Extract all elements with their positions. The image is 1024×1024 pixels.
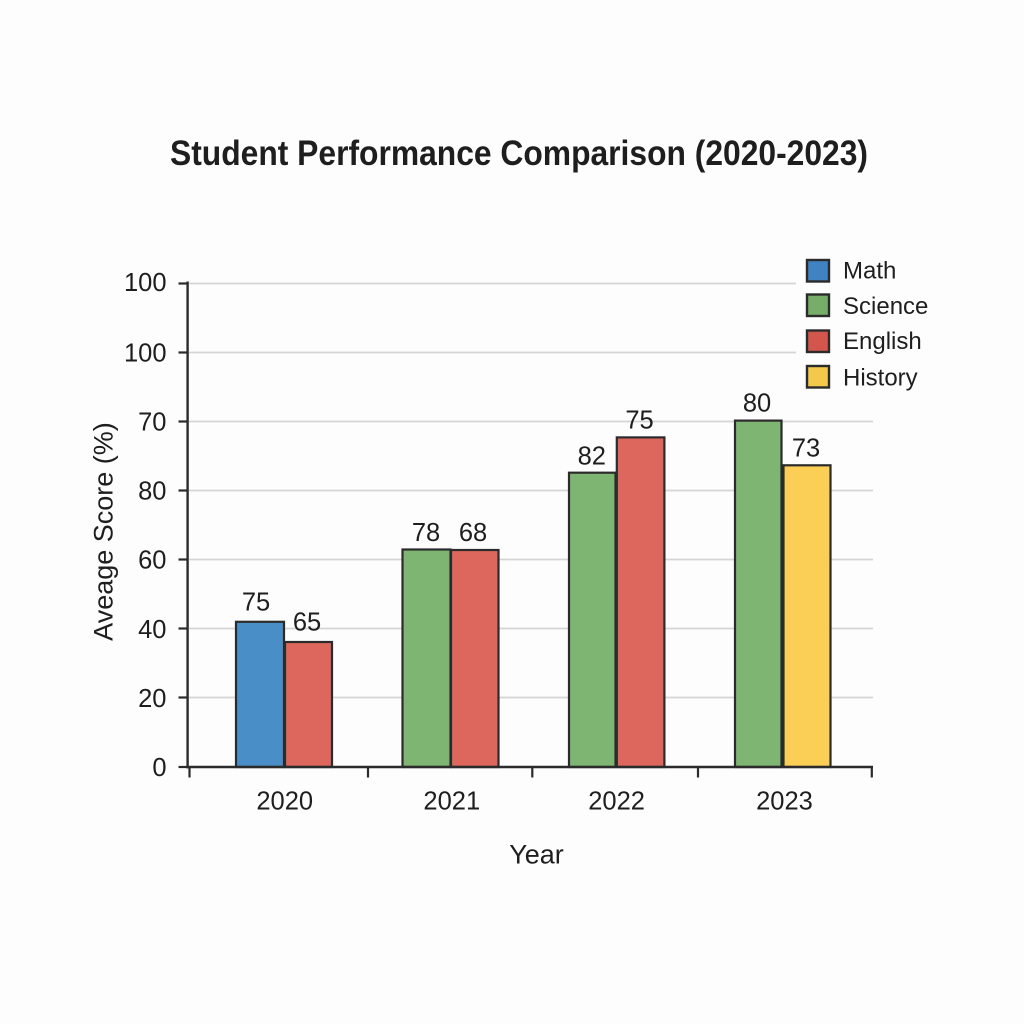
svg-text:2020: 2020 bbox=[256, 788, 313, 816]
svg-text:75: 75 bbox=[625, 407, 653, 435]
svg-text:70: 70 bbox=[138, 409, 166, 437]
svg-text:Aveage Score (%): Aveage Score (%) bbox=[89, 422, 119, 641]
svg-text:0: 0 bbox=[152, 754, 166, 782]
svg-text:Science: Science bbox=[843, 293, 928, 320]
svg-text:68: 68 bbox=[459, 519, 487, 547]
svg-text:History: History bbox=[843, 364, 918, 391]
svg-text:English: English bbox=[843, 328, 922, 355]
svg-text:80: 80 bbox=[138, 478, 166, 506]
svg-text:2022: 2022 bbox=[588, 788, 645, 816]
svg-text:Math: Math bbox=[843, 258, 896, 285]
svg-text:60: 60 bbox=[138, 547, 166, 575]
svg-text:100: 100 bbox=[124, 269, 167, 297]
svg-text:20: 20 bbox=[138, 685, 166, 713]
svg-text:82: 82 bbox=[578, 443, 606, 471]
svg-text:Year: Year bbox=[509, 840, 564, 870]
svg-text:80: 80 bbox=[743, 390, 771, 418]
svg-text:75: 75 bbox=[242, 589, 270, 617]
svg-text:40: 40 bbox=[138, 616, 166, 644]
svg-text:78: 78 bbox=[412, 519, 440, 547]
svg-text:2021: 2021 bbox=[423, 788, 480, 816]
svg-text:100: 100 bbox=[124, 340, 167, 368]
svg-text:Student Performance Comparison: Student Performance Comparison (2020-202… bbox=[170, 134, 868, 173]
svg-text:2023: 2023 bbox=[756, 788, 813, 816]
svg-text:65: 65 bbox=[293, 609, 321, 637]
svg-text:73: 73 bbox=[792, 435, 820, 463]
